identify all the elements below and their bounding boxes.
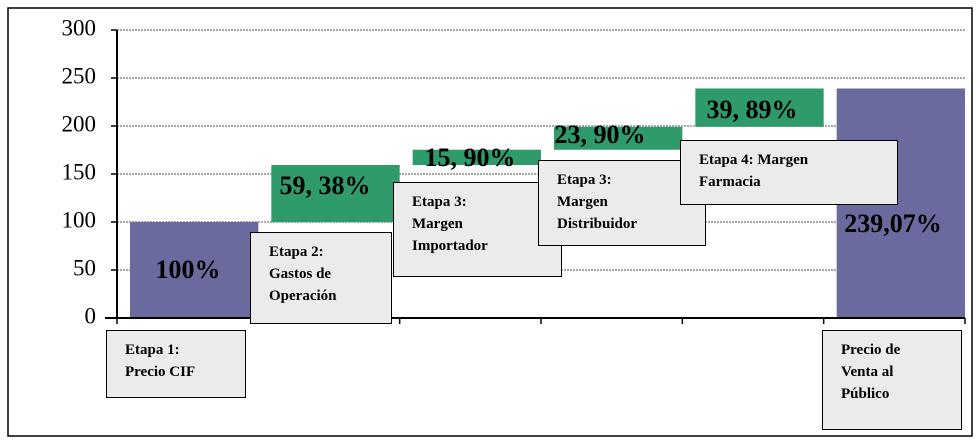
value-label: 100% <box>156 255 221 284</box>
bar <box>412 149 541 165</box>
value-label: 39, 89% <box>707 95 798 124</box>
value-label: 239,07% <box>844 209 942 238</box>
category-label: Etapa 3: Margen Distribuidor <box>538 160 706 246</box>
y-tick-label: 100 <box>62 207 97 232</box>
y-tick-label: 200 <box>62 111 97 136</box>
y-tick-label: 250 <box>62 63 97 88</box>
y-tick-label: 50 <box>73 255 96 280</box>
category-label: Etapa 2: Gastos de Operación <box>250 232 392 324</box>
y-tick-label: 150 <box>62 159 97 184</box>
y-tick-label: 0 <box>85 303 97 328</box>
y-tick-label: 300 <box>62 15 97 40</box>
bar <box>554 126 683 150</box>
bar <box>695 88 824 127</box>
bar <box>130 222 259 318</box>
category-label: Etapa 4: Margen Farmacia <box>680 140 898 205</box>
category-label: Precio de Venta al Público <box>822 330 962 430</box>
value-label: 23, 90% <box>555 120 646 149</box>
category-label: Etapa 1: Precio CIF <box>106 330 246 398</box>
value-label: 59, 38% <box>280 171 371 200</box>
bar <box>271 164 400 222</box>
value-label: 15, 90% <box>425 143 516 172</box>
category-label: Etapa 3: Margen Importador <box>393 182 562 277</box>
